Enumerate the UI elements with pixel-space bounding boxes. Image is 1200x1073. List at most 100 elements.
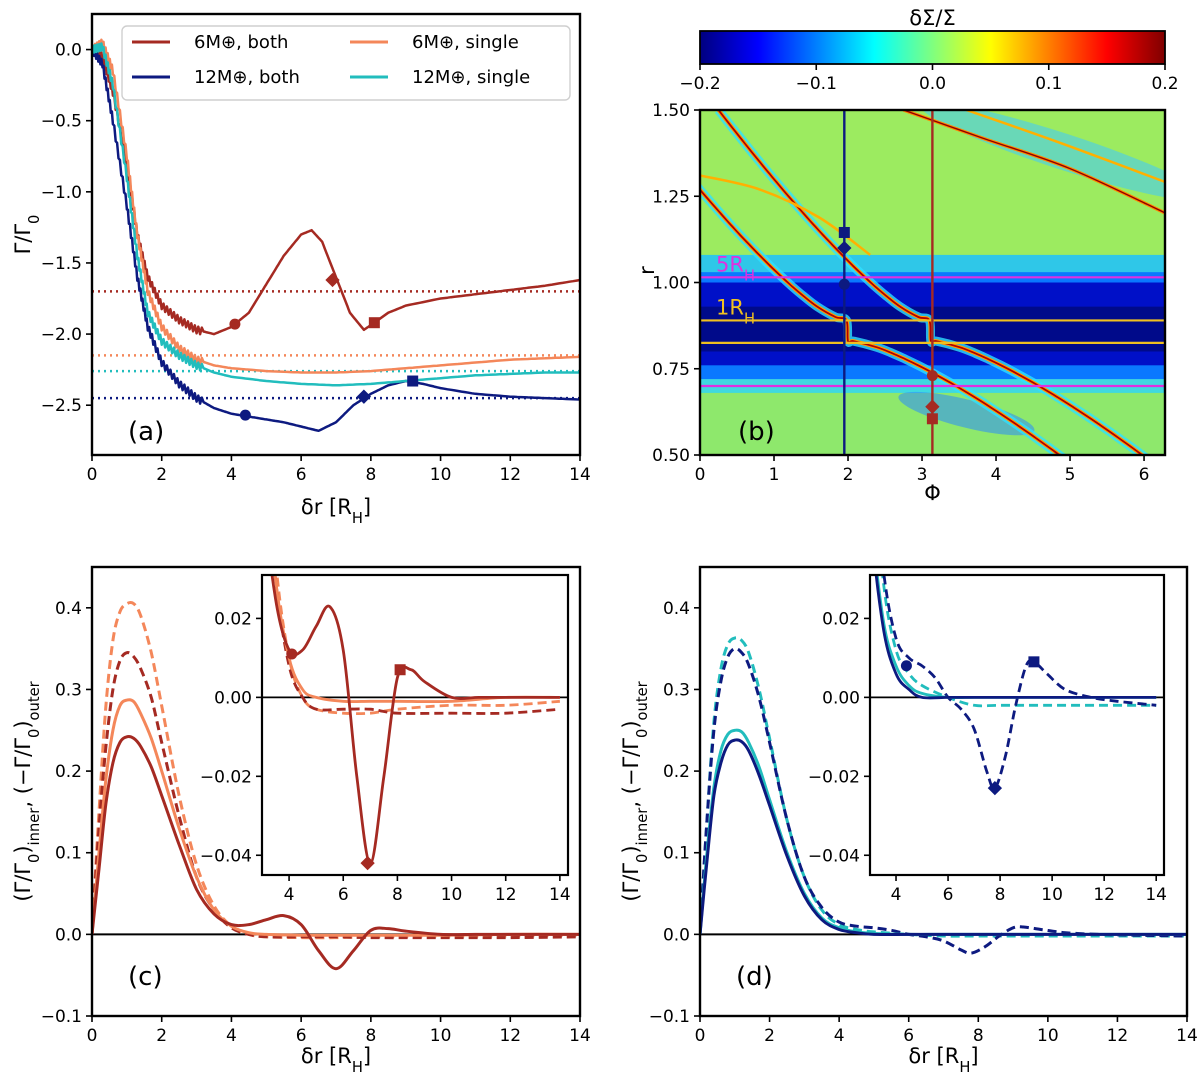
- x-tick-label: 2: [764, 1026, 775, 1046]
- wake-core: [903, 110, 1165, 214]
- heatmap-feature: [919, 110, 1165, 201]
- data-marker: [926, 370, 938, 382]
- series-line: [92, 735, 580, 971]
- panel-a: 0 2 4 6 8 10 12 14 0.0 −0.5 −1.0 −1.5 −2.0 −2.5 δr [RH…: [11, 12, 591, 527]
- data-marker: [407, 375, 419, 387]
- x-tick-label: 4: [226, 465, 237, 485]
- x-tick-label: 0: [695, 465, 706, 485]
- x-tick-label: 3: [917, 465, 928, 485]
- y-tick-label: 1.50: [652, 101, 690, 121]
- heatmap: [700, 110, 1165, 455]
- data-marker: [926, 413, 938, 425]
- x-tick-label: 4: [834, 1026, 845, 1046]
- series-line: [92, 38, 580, 374]
- y-tick-label: 0.50: [652, 446, 690, 466]
- x-tick-label: 2: [156, 1026, 167, 1046]
- data-marker: [360, 856, 375, 871]
- y-tick-label: −2.5: [41, 396, 82, 416]
- x-tick-label: 0: [87, 465, 98, 485]
- y-tick-label: 0.3: [663, 680, 690, 700]
- colorbar-tick-label: 0.2: [1151, 74, 1178, 94]
- data-marker: [900, 660, 912, 672]
- panel-label: (a): [128, 417, 164, 447]
- colorbar-gradient: [700, 31, 1165, 64]
- wake-arm: [700, 174, 871, 256]
- legend-entry: 6M⊕, single: [412, 32, 519, 53]
- x-tick-label: 12: [1093, 885, 1115, 905]
- x-tick-label: 0: [87, 1026, 98, 1046]
- y-tick-label: −0.02: [808, 767, 860, 787]
- y-tick-label: 0.0: [55, 925, 82, 945]
- panel-a-plot-area: [92, 38, 580, 433]
- radius-annotation: 5RH: [716, 252, 755, 284]
- x-tick-label: 8: [995, 885, 1006, 905]
- data-marker: [286, 648, 298, 660]
- x-tick-label: 12: [495, 885, 517, 905]
- series-line: [275, 575, 561, 716]
- colorbar-label: δΣ/Σ: [909, 6, 955, 30]
- data-marker: [368, 317, 380, 329]
- x-tick-label: 14: [1176, 1026, 1198, 1046]
- y-tick-label: 1.00: [652, 274, 690, 294]
- y-tick-label: 0.4: [55, 599, 82, 619]
- x-axis-label: δr [RH]: [908, 1044, 978, 1073]
- inset-plot-area: [870, 575, 1164, 796]
- y-tick-label: 0.1: [55, 844, 82, 864]
- x-tick-label: 10: [441, 885, 463, 905]
- series-line: [92, 45, 580, 336]
- x-tick-label: 4: [891, 885, 902, 905]
- series-line: [882, 575, 1157, 791]
- data-marker: [394, 664, 406, 676]
- panel-label: (c): [128, 962, 163, 992]
- radius-annotation: 1RH: [716, 295, 755, 327]
- series-line: [700, 647, 1187, 955]
- series-line: [92, 600, 580, 940]
- wake-arm: [965, 110, 1165, 184]
- series-line: [874, 575, 1157, 700]
- y-tick-label: −0.04: [808, 846, 860, 866]
- panel-label: (d): [736, 962, 773, 992]
- y-axis-label: (Γ/Γ0)inner, (−Γ/Γ0)outer: [619, 680, 651, 901]
- y-axis-label: (Γ/Γ0)inner, (−Γ/Γ0)outer: [11, 680, 43, 901]
- x-tick-label: 6: [296, 1026, 307, 1046]
- x-tick-label: 2: [843, 465, 854, 485]
- inset-background: [870, 575, 1164, 875]
- data-marker: [838, 226, 850, 238]
- legend: 6M⊕, both 12M⊕, both 6M⊕, single 12M⊕, sing…: [121, 25, 571, 101]
- data-marker: [838, 278, 850, 290]
- y-tick-label: 0.02: [214, 609, 252, 629]
- series-line: [92, 698, 580, 937]
- x-tick-label: 14: [1145, 885, 1167, 905]
- series-line: [273, 575, 560, 704]
- x-tick-label: 10: [1037, 1026, 1059, 1046]
- x-tick-label: 6: [943, 885, 954, 905]
- colorbar: −0.2 −0.1 0.0 0.1 0.2 δΣ/Σ: [679, 6, 1178, 94]
- y-tick-label: −0.02: [200, 767, 252, 787]
- x-tick-label: 1: [769, 465, 780, 485]
- x-tick-label: 8: [392, 885, 403, 905]
- y-tick-label: −0.1: [649, 1007, 690, 1027]
- panel-c-frame: [90, 565, 582, 1018]
- y-tick-label: −0.5: [41, 112, 82, 132]
- x-tick-label: 6: [338, 885, 349, 905]
- x-tick-label: 10: [430, 465, 452, 485]
- y-tick-label: 0.0: [55, 41, 82, 61]
- legend-entry: 12M⊕, single: [412, 67, 530, 88]
- colorbar-tick-label: 0.1: [1035, 74, 1062, 94]
- wake-core: [717, 110, 1144, 455]
- x-tick-label: 14: [549, 885, 571, 905]
- y-axis-label: Γ/Γ0: [11, 215, 43, 255]
- x-tick-label: 5: [1065, 465, 1076, 485]
- data-marker: [229, 318, 241, 330]
- x-tick-label: 4: [226, 1026, 237, 1046]
- data-marker: [239, 409, 251, 421]
- colorbar-tick-label: 0.0: [919, 74, 946, 94]
- panel-d: 0 2 4 6 8 10 12 14 −0.1 0.0 0.1 0.2 0.3 0.4 δr [RH] (Γ/…: [619, 565, 1198, 1073]
- inset-plot-area: [262, 575, 568, 871]
- y-axis-label: r: [635, 266, 659, 275]
- inset-background: [262, 575, 568, 875]
- series-line: [92, 651, 580, 940]
- y-tick-label: 0.02: [822, 609, 860, 629]
- x-tick-label: 4: [284, 885, 295, 905]
